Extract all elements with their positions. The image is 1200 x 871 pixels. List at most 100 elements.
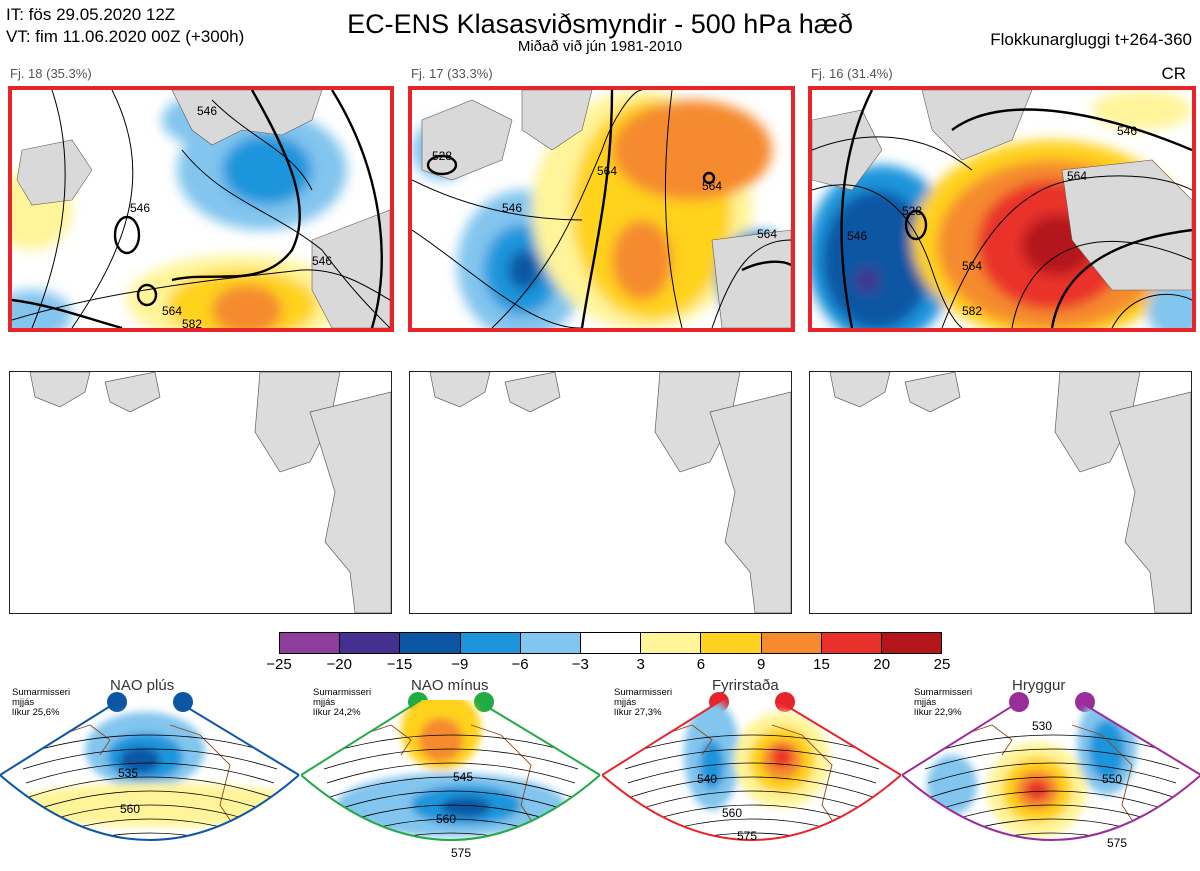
regime-map[interactable]: 535 560: [0, 695, 300, 871]
regime-name: NAO mínus: [411, 677, 489, 694]
regime-stat-line: mjjás: [313, 697, 336, 708]
coastline-map: [829, 372, 1191, 613]
anomaly-shading: [12, 95, 347, 328]
colorbar-swatch: [761, 633, 822, 653]
classification-window: Flokkunargluggi t+264-360: [990, 30, 1192, 49]
contour-label: 546: [130, 201, 150, 215]
regime-name: Fyrirstaða: [712, 677, 779, 694]
regime-stat-line: Sumarmisseri: [313, 687, 372, 698]
regime-name: Hryggur: [1012, 677, 1066, 694]
colorbar-tick-label: −3: [571, 656, 589, 673]
contour-label: 575: [451, 846, 471, 860]
contour-label: 564: [1067, 169, 1087, 183]
regime-stat-line: líkur 22,9%: [914, 707, 962, 718]
contour-label: 575: [1107, 836, 1127, 850]
regime-map-svg: 535 560: [0, 699, 300, 841]
height-contours: [412, 90, 791, 328]
contour-label: 564: [757, 227, 777, 241]
land-masses: [421, 90, 791, 328]
colorbar-tick-label: −9: [451, 656, 469, 673]
regime-map-svg: 530 550 575: [902, 699, 1200, 850]
contour-label: 550: [1102, 772, 1122, 786]
regime-stat-line: mjjás: [614, 697, 637, 708]
cluster-map-3[interactable]: 546 528 546 564 564 582: [808, 86, 1196, 332]
contour-label: 560: [722, 806, 742, 820]
contour-label: 560: [120, 802, 140, 816]
colorbar: [279, 632, 942, 654]
contour-label: 564: [702, 179, 722, 193]
colorbar-tick-label: 9: [757, 656, 766, 673]
contour-label: 545: [453, 770, 473, 784]
contour-label: 540: [697, 772, 717, 786]
init-time: IT: fös 29.05.2020 12Z: [6, 5, 176, 24]
regime-stats: Sumarmisseri mjjás líkur 25,6%: [12, 688, 70, 718]
contour-label: 535: [118, 766, 138, 780]
contour-label: 546: [312, 254, 332, 268]
empty-map-1: [9, 371, 392, 614]
colorbar-swatch: [460, 633, 521, 653]
contour-label: 546: [502, 201, 522, 215]
cluster-map-1[interactable]: 546 546 546 564 582: [8, 86, 394, 332]
coastline-map: [29, 372, 391, 613]
colorbar-tick-label: −6: [511, 656, 529, 673]
contour-label: 546: [847, 229, 867, 243]
colorbar-swatch: [881, 633, 942, 653]
regime-stat-line: líkur 27,3%: [614, 707, 662, 718]
coastline-map: [429, 372, 791, 613]
regime-stat-line: Sumarmisseri: [914, 687, 973, 698]
regime-stat-line: líkur 24,2%: [313, 707, 361, 718]
colorbar-swatch: [701, 633, 762, 653]
colorbar-tick-label: 6: [696, 656, 706, 673]
colorbar-tick-label: 20: [873, 656, 891, 673]
contour-label: 582: [962, 304, 982, 318]
regime-map[interactable]: 540 560 575: [602, 695, 902, 871]
colorbar-tick-label: −20: [326, 656, 352, 673]
regime-stat-line: líkur 25,6%: [12, 707, 60, 718]
header-times: IT: fös 29.05.2020 12Z VT: fim 11.06.202…: [6, 4, 244, 48]
contour-label: 564: [162, 304, 182, 318]
contour-label: 546: [197, 104, 217, 118]
empty-map-2: [409, 371, 792, 614]
contour-label: 564: [962, 259, 982, 273]
contour-label: 528: [432, 149, 452, 163]
colorbar-swatch: [400, 633, 461, 653]
panel-1-label: Fj. 18 (35.3%): [10, 66, 92, 81]
contour-label: 528: [902, 204, 922, 218]
colorbar-swatch: [580, 633, 642, 653]
empty-map-3: [809, 371, 1192, 614]
height-contours: [812, 136, 1192, 328]
colorbar-swatch: [340, 633, 401, 653]
cr-label: CR: [1161, 64, 1186, 83]
regime-stats: Sumarmisseri mjjás líkur 22,9%: [914, 688, 972, 718]
regime-map[interactable]: 530 550 575: [902, 695, 1200, 871]
page-subtitle: Miðað við jún 1981-2010: [517, 38, 683, 55]
contour-label: 530: [1032, 719, 1052, 733]
colorbar-tick-label: 3: [636, 656, 645, 673]
regime-map-svg: 540 560 575: [602, 699, 902, 843]
land-masses: [16, 90, 390, 328]
regime-stat-line: Sumarmisseri: [12, 687, 71, 698]
regime-map-svg: 545 560 575: [301, 699, 601, 860]
panel-2-label: Fj. 17 (33.3%): [411, 66, 493, 81]
valid-time: VT: fim 11.06.2020 00Z (+300h): [6, 27, 245, 46]
contour-label: 546: [1117, 124, 1137, 138]
contour-label: 575: [737, 829, 757, 843]
regime-stat-line: Sumarmisseri: [614, 687, 673, 698]
regime-map[interactable]: 545 560 575: [301, 695, 601, 871]
colorbar-swatch: [821, 633, 882, 653]
cluster-map-3-svg: 546 528 546 564 564 582: [812, 90, 1192, 328]
regime-stat-line: mjjás: [12, 697, 35, 708]
colorbar-tick-label: 25: [933, 656, 951, 673]
colorbar-tick-label: 15: [813, 656, 830, 673]
cluster-map-2[interactable]: 528 546 564 564 564: [408, 86, 795, 332]
regime-stat-line: mjjás: [914, 697, 937, 708]
page-title: EC-ENS Klasasviðsmyndir - 500 hPa hæð: [347, 9, 853, 39]
colorbar-swatch: [520, 633, 581, 653]
colorbar-tick-label: −25: [266, 656, 292, 673]
colorbar-tick-label: −15: [386, 656, 413, 673]
cluster-map-1-svg: 546 546 546 564 582: [12, 90, 390, 328]
panel-3-label: Fj. 16 (31.4%): [811, 66, 893, 81]
regime-stats: Sumarmisseri mjjás líkur 27,3%: [614, 688, 672, 718]
regime-name: NAO plús: [110, 677, 175, 694]
height-contours: [12, 90, 390, 328]
